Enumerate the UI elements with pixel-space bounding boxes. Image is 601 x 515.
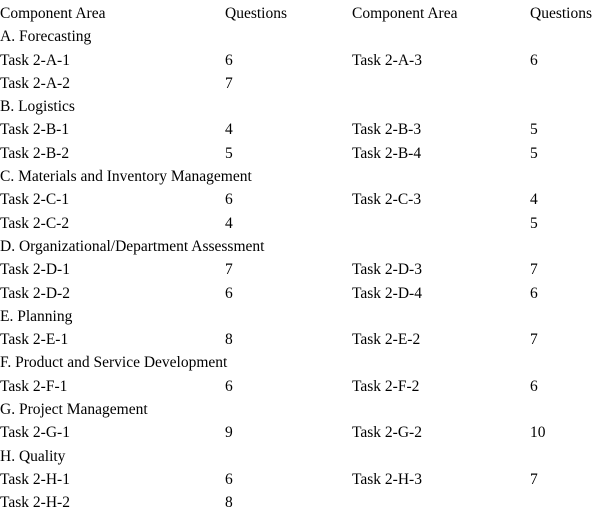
header-component-area-left: Component Area — [0, 5, 106, 22]
task-name-right: Task 2-C-3 — [352, 191, 422, 209]
task-name-left: Task 2-G-1 — [0, 424, 70, 442]
section-heading: C. Materials and Inventory Management — [0, 168, 252, 186]
table-row: Task 2-D-2 6 Task 2-D-4 6 — [0, 282, 601, 305]
question-count-left: 4 — [225, 121, 233, 139]
section-heading: A. Forecasting — [0, 28, 92, 46]
task-name-left: Task 2-A-1 — [0, 51, 70, 69]
table-row: Task 2-F-1 6 Task 2-F-2 6 — [0, 375, 601, 398]
header-questions-right: Questions — [530, 5, 592, 22]
table-header-row: Component Area Questions Component Area … — [0, 2, 601, 25]
question-count-left: 7 — [225, 261, 233, 279]
table-row: Task 2-D-1 7 Task 2-D-3 7 — [0, 258, 601, 281]
task-name-left: Task 2-E-1 — [0, 331, 69, 349]
empty-cell — [352, 491, 530, 514]
section-heading-row: E. Planning — [0, 305, 601, 328]
task-name-left: Task 2-B-2 — [0, 144, 70, 162]
task-name-left: Task 2-F-1 — [0, 377, 68, 395]
table-row: Task 2-H-1 6 Task 2-H-3 7 — [0, 468, 601, 491]
question-count-left: 8 — [225, 331, 233, 349]
question-count-left: 9 — [225, 424, 233, 442]
question-count-right: 5 — [530, 144, 538, 162]
task-name-left: Task 2-D-1 — [0, 261, 70, 279]
section-heading: G. Project Management — [0, 401, 148, 419]
question-count-left: 7 — [225, 74, 233, 92]
question-count-right: 4 — [530, 191, 538, 209]
section-heading-row: C. Materials and Inventory Management — [0, 165, 601, 188]
question-count-left: 6 — [225, 377, 233, 395]
table-row: Task 2-B-2 5 Task 2-B-4 5 — [0, 142, 601, 165]
task-name-right: Task 2-E-2 — [352, 331, 421, 349]
table-row: Task 2-H-2 8 — [0, 491, 601, 514]
table-row: Task 2-A-1 6 Task 2-A-3 6 — [0, 49, 601, 72]
section-heading-row: H. Quality — [0, 445, 601, 468]
question-count-left: 5 — [225, 144, 233, 162]
task-name-right: Task 2-D-3 — [352, 261, 422, 279]
table-header: Component Area Questions Component Area … — [0, 2, 601, 25]
section-heading-row: D. Organizational/Department Assessment — [0, 235, 601, 258]
header-component-area-right: Component Area — [352, 5, 458, 22]
question-count-right: 5 — [530, 214, 538, 232]
task-name-right: Task 2-D-4 — [352, 284, 422, 302]
question-count-right: 10 — [530, 424, 546, 442]
question-count-right: 7 — [530, 331, 538, 349]
section-heading: H. Quality — [0, 447, 66, 465]
task-name-left: Task 2-C-2 — [0, 214, 70, 232]
section-heading-row: B. Logistics — [0, 95, 601, 118]
table-row: Task 2-C-1 6 Task 2-C-3 4 — [0, 188, 601, 211]
table-row: Task 2-B-1 4 Task 2-B-3 5 — [0, 118, 601, 141]
task-name-right: Task 2-B-3 — [352, 121, 422, 139]
header-questions-left: Questions — [225, 5, 287, 22]
document-page: Component Area Questions Component Area … — [0, 5, 592, 511]
table-row: Task 2-C-2 4 5 — [0, 212, 601, 235]
task-name-left: Task 2-H-2 — [0, 494, 70, 512]
question-count-left: 8 — [225, 494, 233, 512]
question-count-right: 6 — [530, 51, 538, 69]
section-heading-row: F. Product and Service Development — [0, 351, 601, 374]
task-name-left: Task 2-C-1 — [0, 191, 70, 209]
question-count-right: 7 — [530, 470, 538, 488]
question-count-right: 6 — [530, 377, 538, 395]
question-count-left: 6 — [225, 51, 233, 69]
section-heading-row: A. Forecasting — [0, 25, 601, 48]
empty-cell — [352, 72, 530, 95]
question-count-left: 6 — [225, 470, 233, 488]
question-count-left: 6 — [225, 284, 233, 302]
task-name-right: Task 2-A-3 — [352, 51, 422, 69]
task-name-right: Task 2-B-4 — [352, 144, 422, 162]
task-name-right: Task 2-G-2 — [352, 424, 422, 442]
question-count-right: 6 — [530, 284, 538, 302]
section-heading: B. Logistics — [0, 98, 75, 116]
section-heading-row: G. Project Management — [0, 398, 601, 421]
table-row: Task 2-G-1 9 Task 2-G-2 10 — [0, 421, 601, 444]
task-name-left: Task 2-H-1 — [0, 470, 70, 488]
task-name-left: Task 2-B-1 — [0, 121, 70, 139]
question-count-right: 5 — [530, 121, 538, 139]
section-heading: E. Planning — [0, 307, 73, 325]
task-name-left: Task 2-A-2 — [0, 74, 70, 92]
task-name-left: Task 2-D-2 — [0, 284, 70, 302]
empty-cell — [530, 72, 601, 95]
task-name-right: Task 2-F-2 — [352, 377, 420, 395]
table-row: Task 2-A-2 7 — [0, 72, 601, 95]
task-name-right: Task 2-H-3 — [352, 470, 422, 488]
question-count-right: 7 — [530, 261, 538, 279]
empty-cell — [530, 491, 601, 514]
question-count-left: 6 — [225, 191, 233, 209]
question-count-left: 4 — [225, 214, 233, 232]
section-heading: F. Product and Service Development — [0, 354, 228, 372]
table-body: A. Forecasting Task 2-A-1 6 Task 2-A-3 6 Task… — [0, 25, 601, 514]
table-row: Task 2-E-1 8 Task 2-E-2 7 — [0, 328, 601, 351]
section-heading: D. Organizational/Department Assessment — [0, 237, 265, 255]
empty-cell — [352, 212, 530, 235]
